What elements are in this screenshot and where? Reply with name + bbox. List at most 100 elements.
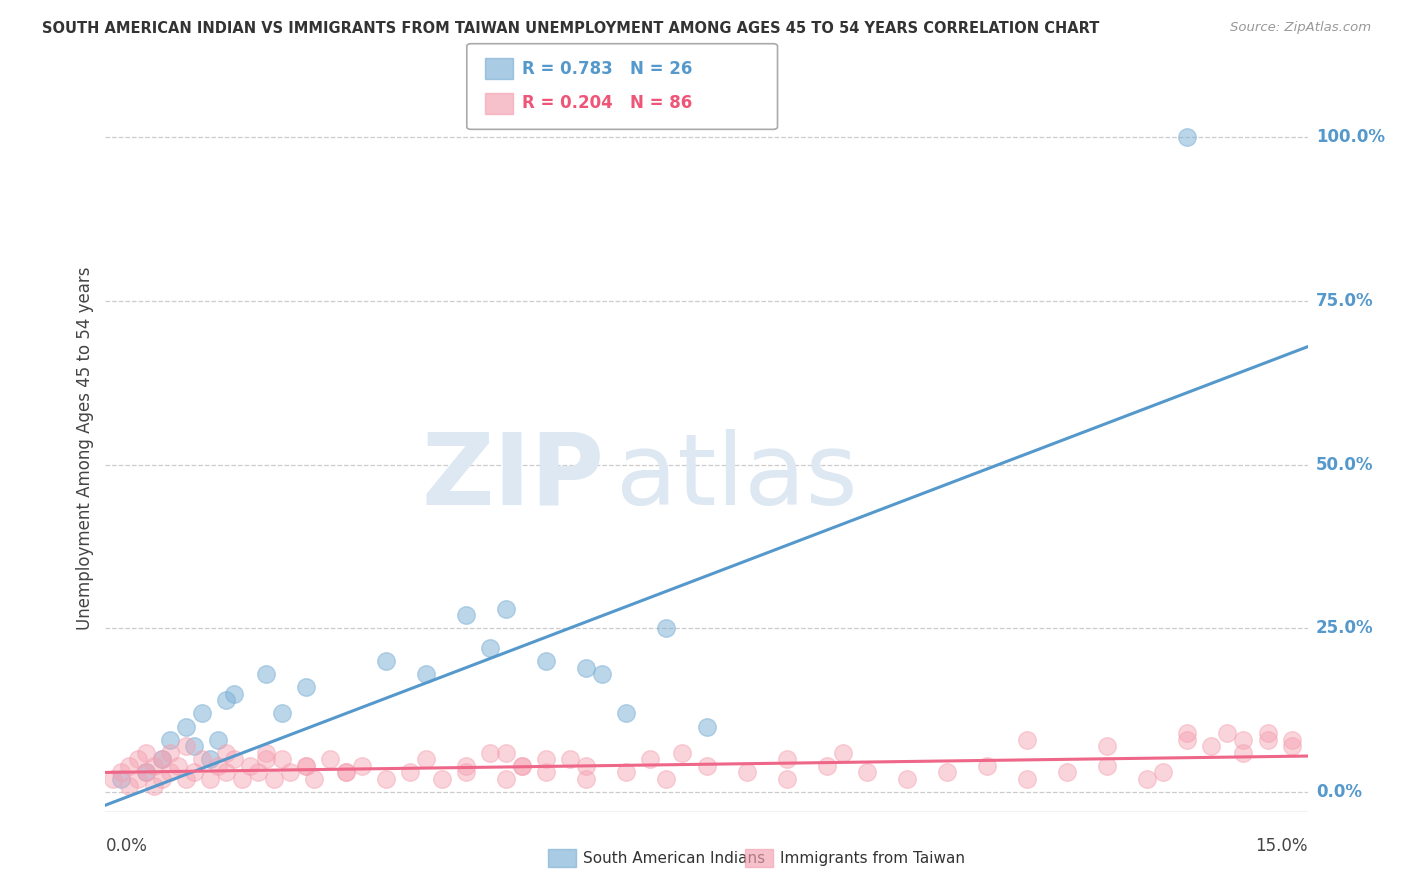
Text: 50.0%: 50.0%	[1316, 456, 1374, 474]
Point	[456, 765, 478, 780]
Point	[183, 765, 205, 780]
Point	[1232, 746, 1254, 760]
Point	[936, 765, 959, 780]
Point	[190, 706, 212, 721]
Point	[270, 752, 292, 766]
Point	[534, 654, 557, 668]
Point	[150, 772, 173, 786]
Text: R = 0.204   N = 86: R = 0.204 N = 86	[522, 95, 692, 112]
Text: ZIP: ZIP	[422, 429, 605, 525]
Point	[150, 752, 173, 766]
Text: SOUTH AMERICAN INDIAN VS IMMIGRANTS FROM TAIWAN UNEMPLOYMENT AMONG AGES 45 TO 54: SOUTH AMERICAN INDIAN VS IMMIGRANTS FROM…	[42, 21, 1099, 36]
Point	[1056, 765, 1078, 780]
Point	[135, 746, 157, 760]
Text: R = 0.783   N = 26: R = 0.783 N = 26	[522, 60, 692, 78]
Point	[254, 746, 277, 760]
Point	[263, 772, 285, 786]
Text: South American Indians: South American Indians	[583, 851, 766, 865]
Point	[295, 759, 318, 773]
Point	[456, 608, 478, 623]
Point	[696, 759, 718, 773]
Point	[174, 772, 197, 786]
Point	[110, 772, 132, 786]
Point	[415, 752, 437, 766]
Point	[1281, 732, 1303, 747]
Point	[1281, 739, 1303, 754]
Point	[671, 746, 693, 760]
Point	[855, 765, 877, 780]
Point	[166, 759, 188, 773]
Text: 15.0%: 15.0%	[1256, 837, 1308, 855]
Point	[616, 765, 638, 780]
Point	[1175, 130, 1198, 145]
Point	[655, 621, 678, 635]
Point	[198, 772, 221, 786]
Y-axis label: Unemployment Among Ages 45 to 54 years: Unemployment Among Ages 45 to 54 years	[76, 267, 94, 630]
Point	[159, 746, 181, 760]
Point	[1015, 772, 1038, 786]
Point	[815, 759, 838, 773]
Point	[696, 720, 718, 734]
Point	[575, 759, 598, 773]
Point	[174, 739, 197, 754]
Point	[127, 752, 149, 766]
Point	[655, 772, 678, 786]
Point	[575, 660, 598, 674]
Text: 25.0%: 25.0%	[1316, 619, 1374, 638]
Point	[135, 765, 157, 780]
Text: 75.0%: 75.0%	[1316, 292, 1374, 310]
Text: 0.0%: 0.0%	[105, 837, 148, 855]
Point	[534, 752, 557, 766]
Text: 0.0%: 0.0%	[1316, 783, 1362, 801]
Point	[190, 752, 212, 766]
Point	[295, 680, 318, 694]
Point	[776, 752, 799, 766]
Point	[415, 667, 437, 681]
Point	[118, 779, 141, 793]
Point	[246, 765, 269, 780]
Point	[510, 759, 533, 773]
Point	[183, 739, 205, 754]
Point	[1257, 732, 1279, 747]
Point	[1015, 732, 1038, 747]
Point	[1097, 759, 1119, 773]
Point	[142, 779, 165, 793]
Point	[1175, 732, 1198, 747]
Point	[254, 667, 277, 681]
Point	[495, 601, 517, 615]
Point	[239, 759, 262, 773]
Point	[534, 765, 557, 780]
Point	[399, 765, 422, 780]
Point	[295, 759, 318, 773]
Point	[198, 752, 221, 766]
Point	[479, 640, 502, 655]
Point	[335, 765, 357, 780]
Point	[1232, 732, 1254, 747]
Point	[374, 654, 396, 668]
Point	[1136, 772, 1159, 786]
Point	[207, 759, 229, 773]
Text: atlas: atlas	[616, 429, 858, 525]
Point	[374, 772, 396, 786]
Point	[350, 759, 373, 773]
Point	[976, 759, 998, 773]
Point	[510, 759, 533, 773]
Point	[1152, 765, 1174, 780]
Point	[278, 765, 301, 780]
Point	[214, 746, 236, 760]
Text: 100.0%: 100.0%	[1316, 128, 1385, 146]
Point	[159, 765, 181, 780]
Point	[174, 720, 197, 734]
Point	[456, 759, 478, 773]
Point	[1257, 726, 1279, 740]
Point	[159, 732, 181, 747]
Point	[319, 752, 342, 766]
Point	[127, 772, 149, 786]
Point	[222, 687, 245, 701]
Point	[560, 752, 582, 766]
Point	[575, 772, 598, 786]
Text: Immigrants from Taiwan: Immigrants from Taiwan	[780, 851, 966, 865]
Point	[1175, 726, 1198, 740]
Point	[831, 746, 853, 760]
Point	[302, 772, 325, 786]
